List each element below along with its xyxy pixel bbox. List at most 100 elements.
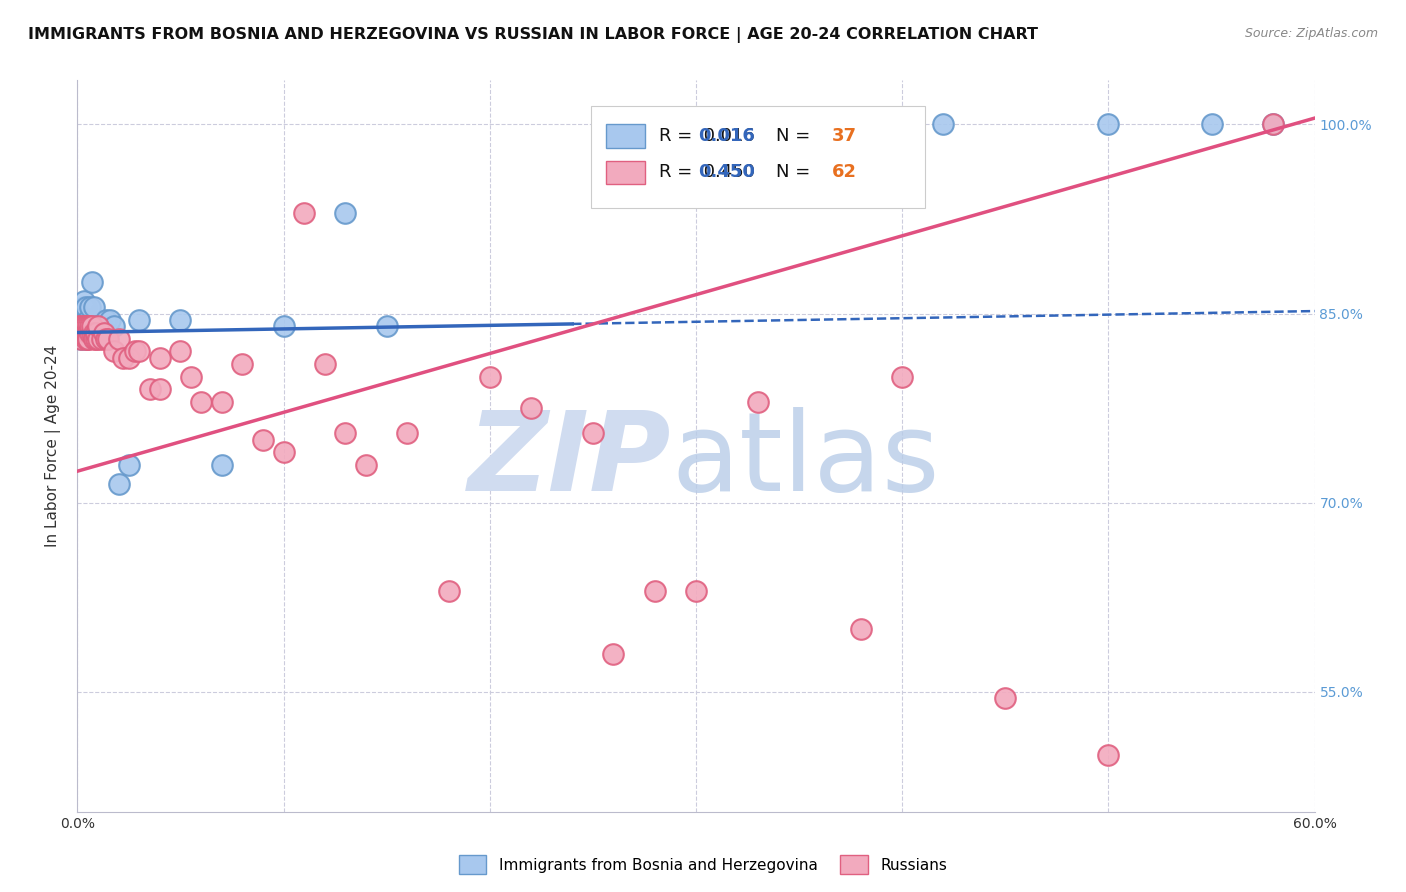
Point [169,344,191,359]
Point [79,319,101,334]
Point [67,307,90,321]
Point [118,458,141,472]
Point [76,326,98,340]
Point [75,332,97,346]
Point [582,426,605,441]
Point [644,584,666,599]
Point [252,433,274,447]
Point [1097,747,1119,762]
Point [190,395,212,409]
Point [96,313,118,327]
Text: 0.016: 0.016 [699,127,755,145]
Point [396,426,419,441]
Point [314,357,336,371]
Point [602,647,624,661]
Point [70,319,93,334]
Text: ZIP: ZIP [468,407,671,514]
Text: N =: N = [776,127,817,145]
Point [354,458,377,472]
Point [70,332,93,346]
Point [747,395,769,409]
Point [124,344,146,359]
Point [87,332,110,346]
Point [67,319,90,334]
Point [128,344,150,359]
Point [128,313,150,327]
Point [79,300,101,314]
Point [994,691,1017,706]
Bar [606,161,645,184]
Point [79,319,101,334]
Point [685,584,707,599]
Point [211,458,233,472]
Point [72,300,94,314]
Point [91,319,114,334]
Text: 62: 62 [832,163,858,181]
Point [520,401,543,416]
Point [70,313,93,327]
Point [273,319,295,334]
Point [83,319,105,334]
Point [849,622,872,636]
Point [98,313,121,327]
Text: IMMIGRANTS FROM BOSNIA AND HERZEGOVINA VS RUSSIAN IN LABOR FORCE | AGE 20-24 COR: IMMIGRANTS FROM BOSNIA AND HERZEGOVINA V… [28,27,1038,43]
Point [93,326,115,340]
Point [107,476,129,491]
Point [97,332,120,346]
Point [75,326,97,340]
Point [76,332,98,346]
Point [76,319,98,334]
Point [1201,117,1223,131]
Point [87,319,110,334]
Point [103,344,125,359]
Text: R =  0.016: R = 0.016 [659,127,755,145]
Point [83,326,105,340]
Point [138,382,160,396]
Text: atlas: atlas [671,407,939,514]
Point [76,313,98,327]
Point [75,319,97,334]
Point [75,319,97,334]
Point [75,332,97,346]
Point [80,319,103,334]
Point [80,275,103,289]
Point [76,326,98,340]
Point [478,369,501,384]
Point [180,369,202,384]
Point [84,332,107,346]
Point [91,332,114,346]
Point [72,326,94,340]
Point [70,332,93,346]
Bar [606,124,645,147]
Point [169,313,191,327]
Point [83,332,105,346]
Point [76,326,98,340]
Point [87,319,110,334]
Point [375,319,398,334]
Point [891,369,914,384]
Y-axis label: In Labor Force | Age 20-24: In Labor Force | Age 20-24 [45,345,62,547]
Point [1263,117,1285,131]
Point [67,319,90,334]
Point [231,357,253,371]
Point [1263,117,1285,131]
Text: Source: ZipAtlas.com: Source: ZipAtlas.com [1244,27,1378,40]
Point [83,300,105,314]
Point [76,319,98,334]
Text: N =: N = [776,163,817,181]
Point [111,351,134,365]
Point [96,332,118,346]
Text: 0.450: 0.450 [699,163,755,181]
Point [335,426,357,441]
Point [75,326,97,340]
Point [292,205,315,219]
Point [103,319,125,334]
Text: R =  0.450: R = 0.450 [659,163,755,181]
Point [72,293,94,308]
Point [72,319,94,334]
FancyBboxPatch shape [591,106,925,209]
Point [437,584,460,599]
Point [80,326,103,340]
Point [273,445,295,459]
Point [335,205,357,219]
